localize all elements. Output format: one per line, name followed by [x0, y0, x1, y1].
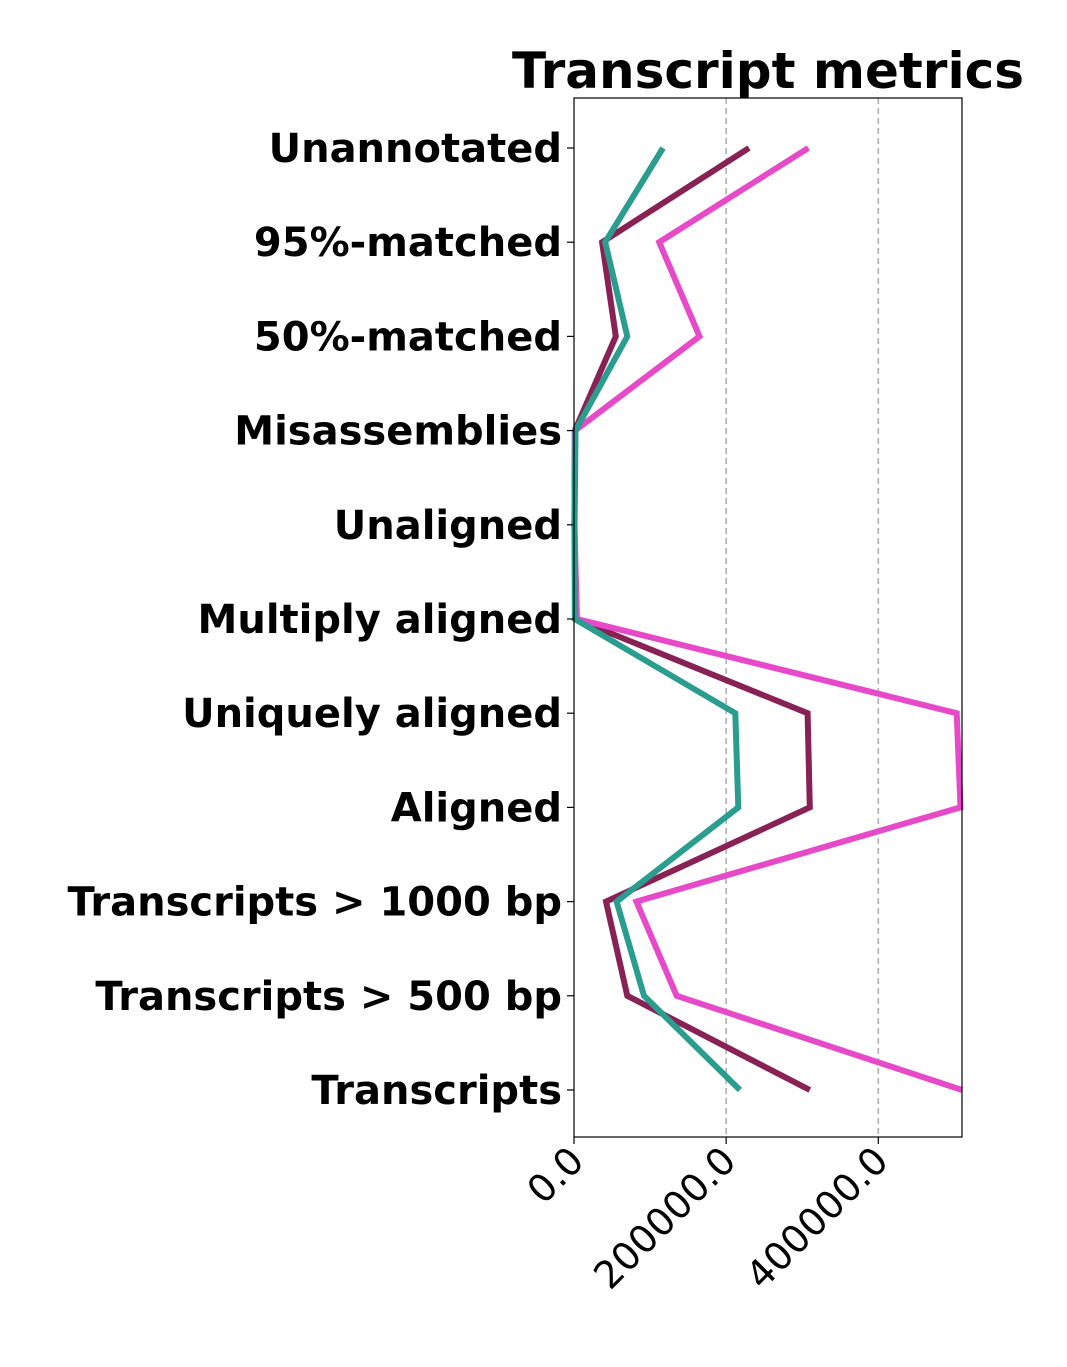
- series-lines: [571, 145, 964, 1093]
- y-tick-label: Uniquely aligned: [182, 691, 562, 737]
- y-tick-label: 50%-matched: [254, 314, 562, 360]
- y-axis: Unannotated 95%-matched 50%-matched Misasse…: [68, 126, 574, 1114]
- y-tick-label: Unaligned: [334, 503, 562, 549]
- series-line-3: [571, 146, 743, 1093]
- series-line-1: [571, 145, 813, 1093]
- x-tick-label: 400000.0: [737, 1138, 896, 1297]
- y-tick-label: Unannotated: [269, 126, 562, 172]
- y-tick-label: Misassemblies: [234, 409, 562, 455]
- y-tick-label: 95%-matched: [254, 220, 562, 266]
- y-tick-label: Aligned: [391, 785, 562, 831]
- y-tick-label: Multiply aligned: [198, 597, 562, 643]
- y-tick-label: Transcripts > 1000 bp: [68, 880, 563, 926]
- plot-area: [573, 97, 963, 1138]
- grid-lines: [725, 98, 880, 1137]
- x-tick-label: 0.0: [519, 1138, 593, 1212]
- y-tick-label: Transcripts: [311, 1068, 562, 1114]
- chart-title: Transcript metrics: [512, 42, 1024, 100]
- x-tick-label: 200000.0: [585, 1138, 744, 1297]
- y-tick-label: Transcripts > 500 bp: [95, 974, 562, 1020]
